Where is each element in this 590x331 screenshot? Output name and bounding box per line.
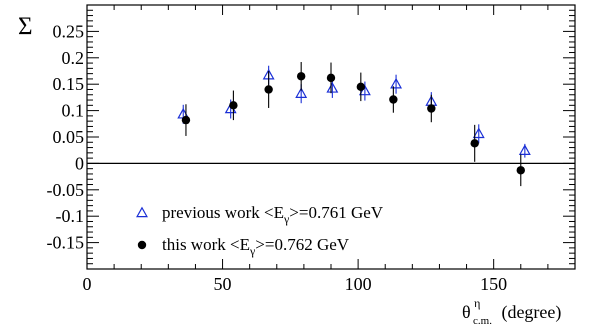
data-point-circle	[181, 115, 191, 125]
x-axis-title: θ η c.m. (degree)	[462, 291, 561, 328]
axis-ticks	[86, 4, 576, 270]
y-tick-label: 0.1	[62, 101, 85, 121]
legend-entry-suffix: >=0.762 GeV	[255, 235, 349, 254]
data-point-circle	[229, 101, 238, 110]
x-axis-subscript: c.m.	[473, 315, 492, 327]
legend-entry-previous-work: previous work <Eγ>=0.761 GeV	[162, 203, 384, 226]
data-point-circle	[470, 139, 479, 148]
y-axis-title: Σ	[18, 13, 33, 40]
y-tick-label: -0.05	[47, 180, 85, 200]
legend-entry-subscript: γ	[249, 244, 256, 258]
y-tick-label: 0.25	[53, 21, 85, 41]
y-tick-label: -0.15	[47, 233, 85, 253]
data-points	[177, 62, 531, 187]
data-point-triangle	[390, 77, 403, 89]
data-point-triangle	[472, 127, 485, 139]
legend-entry-subscript: γ	[283, 212, 290, 226]
x-tick-label: 150	[480, 274, 507, 294]
data-point-circle	[264, 85, 273, 94]
data-point-circle	[516, 166, 525, 175]
tick-labels: 0 50 100 150 -0.15 -0.1 -0.05 0 0.05 0.1 0.15 0.2 0.…	[47, 21, 508, 294]
data-point-circle	[296, 72, 306, 81]
data-point-triangle	[295, 87, 308, 98]
y-tick-label: 0	[75, 153, 84, 173]
data-point-triangle	[326, 81, 339, 93]
legend: previous work <Eγ>=0.761 GeV this work <…	[136, 203, 384, 258]
data-point-triangle	[518, 144, 531, 155]
data-point-circle	[356, 82, 366, 92]
legend-entry-suffix: >=0.761 GeV	[289, 203, 383, 222]
data-point-circle	[326, 73, 336, 83]
y-tick-label: 0.2	[62, 48, 85, 68]
x-tick-label: 100	[345, 274, 372, 294]
legend-entry-prefix: this work <E	[162, 235, 250, 254]
data-point-circle	[427, 104, 436, 113]
x-axis-symbol: θ	[462, 302, 471, 322]
y-tick-label: -0.1	[56, 206, 85, 226]
x-tick-label: 0	[83, 274, 92, 294]
x-tick-label: 50	[214, 274, 232, 294]
x-axis-superscript: η	[474, 296, 480, 310]
data-point-circle	[389, 95, 398, 104]
legend-entry-this-work: this work <Eγ>=0.762 GeV	[162, 235, 350, 258]
y-tick-label: 0.15	[53, 74, 85, 94]
legend-marker-open-triangle	[136, 206, 148, 218]
plot-frame	[86, 4, 576, 270]
x-axis-unit: (degree)	[501, 302, 561, 323]
legend-entry-prefix: previous work <E	[162, 203, 284, 222]
legend-marker-filled-circle	[137, 240, 147, 250]
y-tick-label: 0.05	[53, 127, 85, 147]
